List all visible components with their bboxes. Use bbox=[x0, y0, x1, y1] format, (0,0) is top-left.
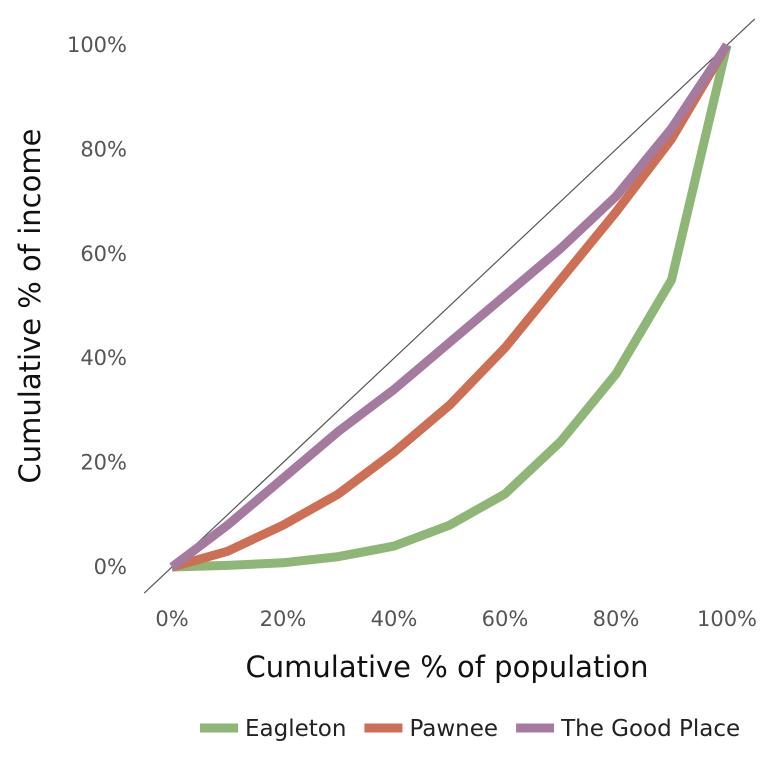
x-tick-label: 40% bbox=[371, 607, 418, 631]
legend-label: The Good Place bbox=[560, 716, 740, 742]
x-tick-label: 20% bbox=[260, 607, 307, 631]
y-tick-label: 80% bbox=[80, 137, 127, 161]
series-line-eagleton bbox=[171, 43, 732, 572]
y-tick-label: 100% bbox=[67, 33, 127, 57]
y-axis-title: Cumulative % of income bbox=[13, 129, 47, 484]
equality-line bbox=[143, 18, 756, 594]
legend-item: Eagleton bbox=[200, 716, 346, 742]
y-tick-label: 40% bbox=[80, 346, 127, 370]
x-tick-label: 0% bbox=[155, 607, 188, 631]
y-tick-label: 20% bbox=[80, 451, 127, 475]
legend-label: Pawnee bbox=[409, 716, 498, 742]
legend-label: Eagleton bbox=[245, 716, 346, 742]
x-axis-title: Cumulative % of population bbox=[246, 650, 649, 684]
y-axis-ticks: 0% 20% 40% 60% 80% 100% bbox=[67, 33, 127, 579]
legend-item: The Good Place bbox=[516, 716, 740, 742]
x-axis-ticks: 0% 20% 40% 60% 80% 100% bbox=[155, 607, 757, 631]
y-tick-label: 0% bbox=[94, 555, 127, 579]
plot-area bbox=[143, 18, 756, 594]
y-tick-label: 60% bbox=[80, 242, 127, 266]
x-tick-label: 80% bbox=[593, 607, 640, 631]
x-tick-label: 100% bbox=[697, 607, 757, 631]
legend: Eagleton Pawnee The Good Place bbox=[200, 716, 740, 742]
x-tick-label: 60% bbox=[482, 607, 529, 631]
series-line-the-good-place bbox=[169, 42, 731, 571]
legend-item: Pawnee bbox=[364, 716, 498, 742]
series-line-pawnee bbox=[170, 42, 731, 572]
